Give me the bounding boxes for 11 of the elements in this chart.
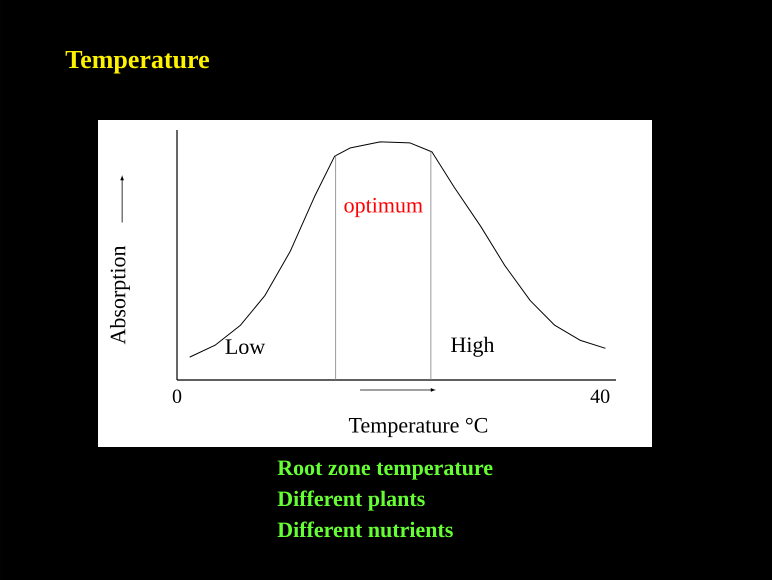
text: Root zone temperature	[278, 460, 492, 480]
annotation: Low	[226, 339, 266, 354]
x-tick-label: 40	[590, 390, 610, 404]
text: Different nutrients	[278, 521, 453, 538]
chart-title: Temperature	[66, 50, 209, 74]
text: Different plants	[278, 490, 425, 511]
y-axis-title: Absorption	[110, 246, 130, 344]
annotation: optimum	[344, 198, 423, 218]
x-tick-label: 0	[172, 390, 182, 404]
x-axis-title: Temperature °C	[348, 418, 488, 438]
annotation: High	[451, 336, 494, 357]
